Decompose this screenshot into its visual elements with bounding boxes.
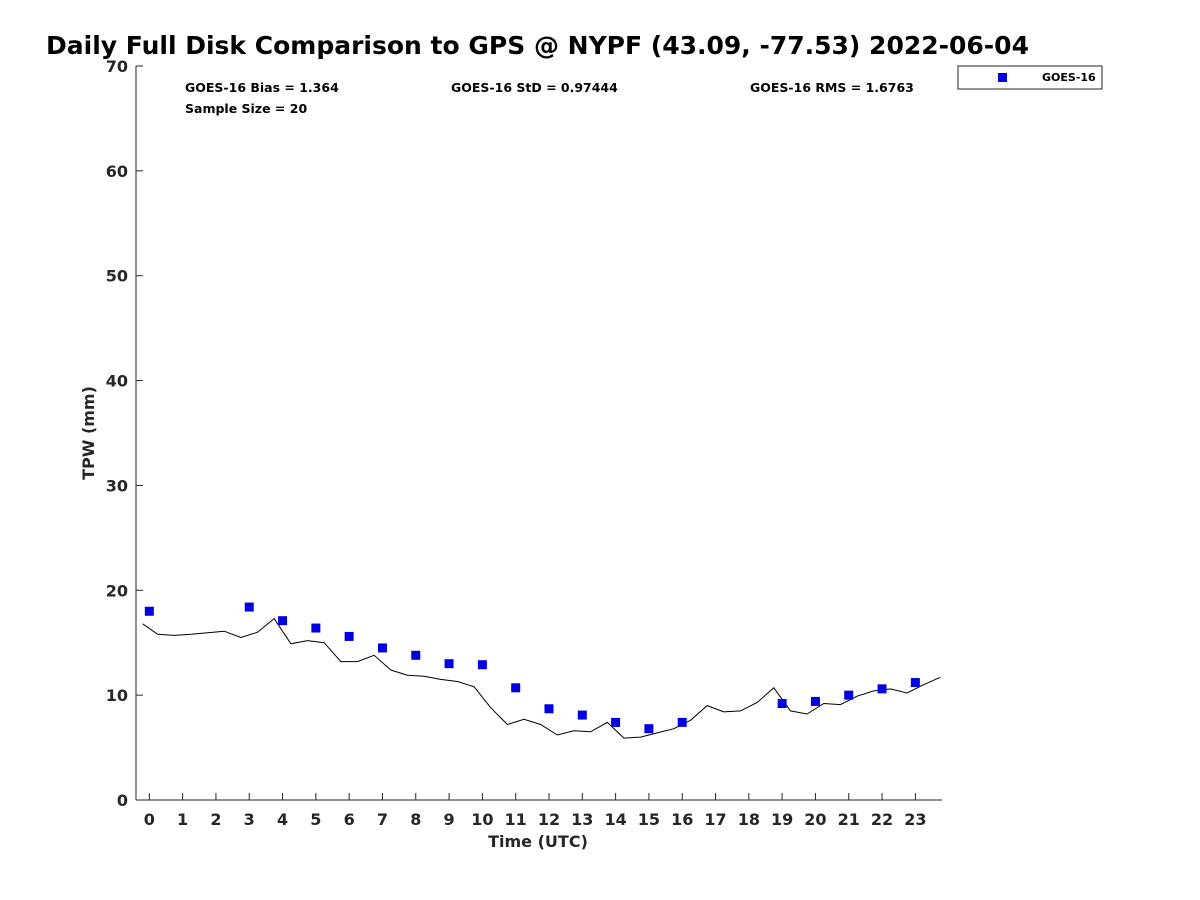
x-ticks: 0 1 2 3 4 5 6 7 8 9 10 11 12 13 14 15 16 17 18 19 20 21 22 23 bbox=[144, 793, 926, 829]
x-tick-label: 22 bbox=[871, 810, 893, 829]
sample-size-stat: Sample Size = 20 bbox=[185, 101, 307, 116]
goes-16-point bbox=[810, 696, 820, 706]
x-tick-label: 16 bbox=[671, 810, 693, 829]
y-ticks: 0 10 20 30 40 50 60 70 bbox=[106, 57, 143, 810]
y-tick-label: 70 bbox=[106, 57, 128, 76]
x-tick-label: 23 bbox=[904, 810, 926, 829]
x-tick-label: 18 bbox=[738, 810, 760, 829]
x-tick-label: 12 bbox=[538, 810, 560, 829]
goes-16-point bbox=[278, 616, 288, 626]
std-stat: GOES-16 StD = 0.97444 bbox=[451, 80, 618, 95]
goes-16-point bbox=[511, 683, 521, 693]
x-tick-label: 6 bbox=[344, 810, 355, 829]
goes-16-point bbox=[477, 660, 487, 670]
x-tick-label: 20 bbox=[804, 810, 826, 829]
goes-16-point bbox=[377, 643, 387, 653]
x-axis-label: Time (UTC) bbox=[488, 832, 588, 851]
x-tick-label: 17 bbox=[704, 810, 726, 829]
y-tick-label: 30 bbox=[106, 476, 128, 495]
goes-16-point bbox=[577, 710, 587, 720]
y-tick-label: 40 bbox=[106, 372, 128, 391]
goes-16-point bbox=[544, 704, 554, 714]
goes-16-point bbox=[910, 678, 920, 688]
y-tick-label: 50 bbox=[106, 267, 128, 286]
x-tick-label: 2 bbox=[210, 810, 221, 829]
x-tick-label: 1 bbox=[177, 810, 188, 829]
y-tick-label: 10 bbox=[106, 686, 128, 705]
y-tick-label: 20 bbox=[106, 581, 128, 600]
goes-16-point bbox=[844, 690, 854, 700]
goes-16-point bbox=[244, 602, 254, 612]
goes-16-point bbox=[677, 717, 687, 727]
goes-16-point bbox=[311, 623, 321, 633]
legend-box bbox=[957, 65, 1103, 90]
x-tick-label: 0 bbox=[144, 810, 155, 829]
x-tick-label: 3 bbox=[244, 810, 255, 829]
x-tick-label: 4 bbox=[277, 810, 288, 829]
y-tick-label: 0 bbox=[117, 791, 128, 810]
legend-label: GOES-16 bbox=[1042, 71, 1096, 84]
x-tick-label: 19 bbox=[771, 810, 793, 829]
x-tick-label: 10 bbox=[471, 810, 493, 829]
legend-marker bbox=[998, 73, 1007, 82]
gps-series-line bbox=[142, 617, 941, 739]
goes-16-point bbox=[877, 684, 887, 694]
x-tick-label: 9 bbox=[444, 810, 455, 829]
y-tick-label: 60 bbox=[106, 162, 128, 181]
goes-16-point bbox=[411, 650, 421, 660]
goes-16-point bbox=[611, 717, 621, 727]
goes-16-point bbox=[344, 631, 354, 641]
goes-16-point bbox=[644, 724, 654, 734]
goes-16-point bbox=[777, 699, 787, 709]
x-tick-label: 5 bbox=[310, 810, 321, 829]
goes-16-points bbox=[144, 602, 920, 734]
x-tick-label: 7 bbox=[377, 810, 388, 829]
legend: GOES-16 bbox=[957, 65, 1103, 90]
x-tick-label: 15 bbox=[638, 810, 660, 829]
goes-16-point bbox=[144, 606, 154, 616]
x-tick-label: 14 bbox=[604, 810, 626, 829]
y-axis-label: TPW (mm) bbox=[79, 386, 98, 480]
goes-16-point bbox=[444, 659, 454, 669]
x-tick-label: 11 bbox=[505, 810, 527, 829]
bias-stat: GOES-16 Bias = 1.364 bbox=[185, 80, 339, 95]
x-tick-label: 21 bbox=[838, 810, 860, 829]
rms-stat: GOES-16 RMS = 1.6763 bbox=[750, 80, 914, 95]
x-tick-label: 13 bbox=[571, 810, 593, 829]
chart-title: Daily Full Disk Comparison to GPS @ NYPF… bbox=[46, 31, 1029, 60]
x-tick-label: 8 bbox=[410, 810, 421, 829]
